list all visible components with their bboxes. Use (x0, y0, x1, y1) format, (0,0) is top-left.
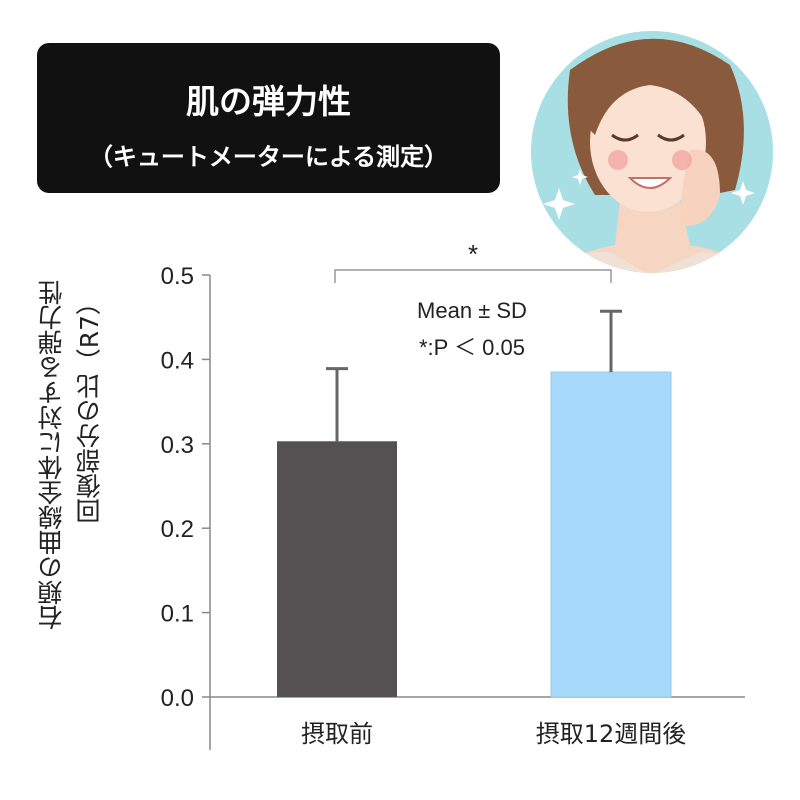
annotation-mean-sd: Mean ± SD (417, 298, 527, 323)
x-category-label: 摂取前 (301, 720, 373, 748)
significance-mark: * (468, 239, 478, 269)
chart-title: 肌の弾力性 (186, 82, 351, 121)
y-tick-label: 0.3 (161, 432, 194, 459)
y-tick-label: 0.1 (161, 601, 194, 628)
x-category-label: 摂取12週間後 (536, 720, 687, 748)
smiling-woman-icon (530, 30, 775, 275)
bar-1 (277, 441, 397, 697)
y-tick-label: 0.5 (161, 263, 194, 290)
y-tick-label: 0.4 (161, 347, 194, 374)
y-tick-label: 0.0 (161, 685, 194, 712)
y-tick-label: 0.2 (161, 516, 194, 543)
annotation-p-value: *:P ＜ 0.05 (419, 335, 525, 360)
chart-title-box: 肌の弾力性 （キュートメーターによる測定） (37, 43, 500, 193)
bar-2 (550, 371, 672, 698)
chart-subtitle: （キュートメーターによる測定） (88, 143, 449, 171)
significance-bracket (334, 269, 612, 283)
